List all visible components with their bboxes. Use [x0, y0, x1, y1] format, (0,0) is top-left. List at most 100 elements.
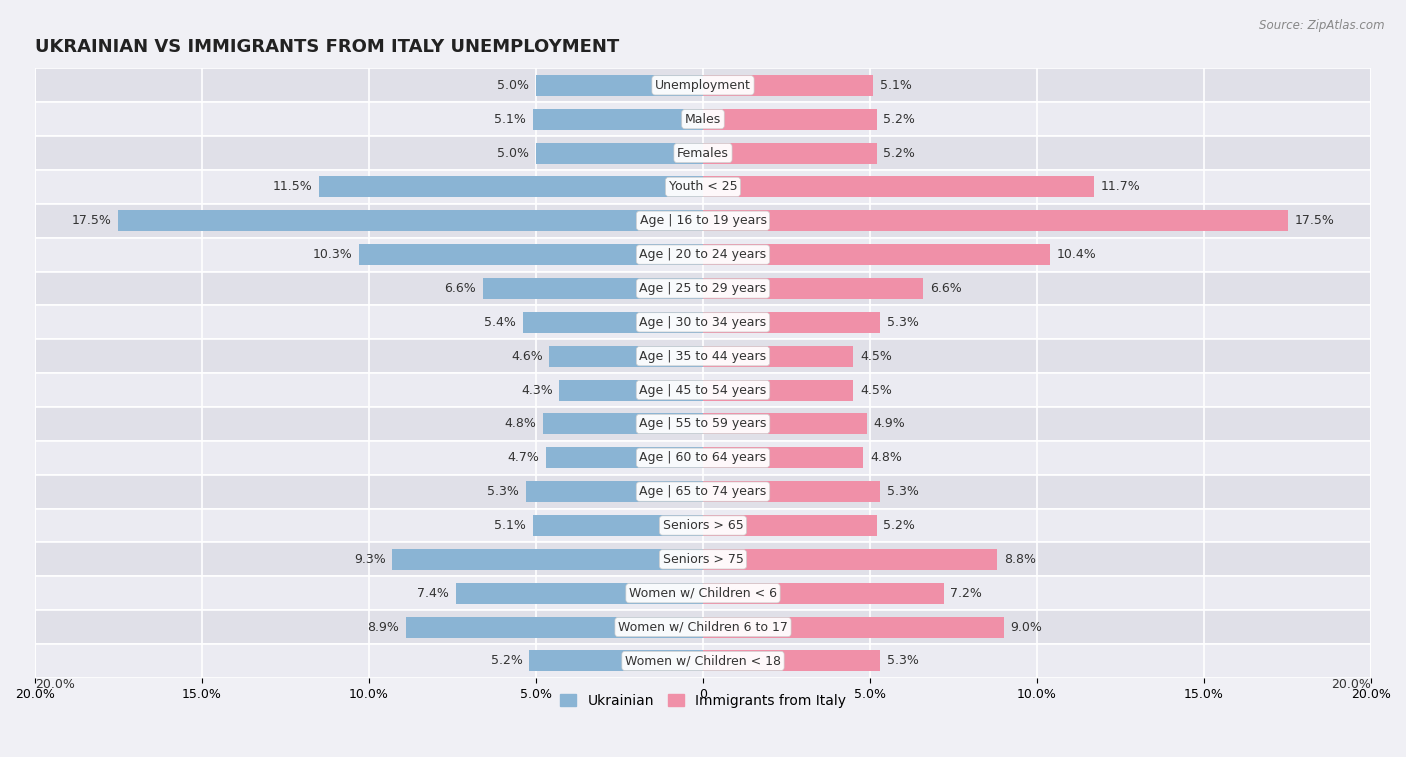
Text: 4.3%: 4.3% [522, 384, 553, 397]
Bar [703, 142, 877, 164]
Text: 5.1%: 5.1% [494, 113, 526, 126]
Bar [35, 441, 1371, 475]
Bar [35, 102, 1371, 136]
Text: Age | 60 to 64 years: Age | 60 to 64 years [640, 451, 766, 464]
Bar [529, 650, 703, 671]
Text: Age | 55 to 59 years: Age | 55 to 59 years [640, 417, 766, 431]
Bar [703, 244, 1050, 265]
Text: 5.2%: 5.2% [883, 519, 915, 532]
Bar [359, 244, 703, 265]
Bar [35, 305, 1371, 339]
Text: 8.9%: 8.9% [367, 621, 399, 634]
Text: 4.6%: 4.6% [510, 350, 543, 363]
Bar [703, 379, 853, 400]
Text: 4.8%: 4.8% [505, 417, 536, 431]
Text: 5.2%: 5.2% [491, 655, 523, 668]
Bar [703, 481, 880, 502]
Text: 5.2%: 5.2% [883, 147, 915, 160]
Bar [546, 447, 703, 469]
Text: 6.6%: 6.6% [444, 282, 475, 295]
Text: 17.5%: 17.5% [1295, 214, 1334, 227]
Text: Age | 35 to 44 years: Age | 35 to 44 years [640, 350, 766, 363]
Bar [35, 204, 1371, 238]
Bar [118, 210, 703, 231]
Bar [703, 312, 880, 333]
Bar [482, 278, 703, 299]
Text: Seniors > 75: Seniors > 75 [662, 553, 744, 565]
Bar [703, 109, 877, 129]
Bar [35, 475, 1371, 509]
Text: 8.8%: 8.8% [1004, 553, 1036, 565]
Bar [533, 109, 703, 129]
Bar [536, 142, 703, 164]
Text: 5.0%: 5.0% [498, 79, 529, 92]
Text: 7.2%: 7.2% [950, 587, 981, 600]
Text: 5.3%: 5.3% [887, 485, 918, 498]
Bar [703, 75, 873, 96]
Text: 5.2%: 5.2% [883, 113, 915, 126]
Bar [35, 644, 1371, 678]
Text: 20.0%: 20.0% [35, 678, 75, 691]
Text: 9.0%: 9.0% [1011, 621, 1042, 634]
Text: Age | 20 to 24 years: Age | 20 to 24 years [640, 248, 766, 261]
Text: 5.1%: 5.1% [880, 79, 912, 92]
Bar [35, 170, 1371, 204]
Bar [536, 75, 703, 96]
Text: Youth < 25: Youth < 25 [669, 180, 737, 193]
Text: 6.6%: 6.6% [931, 282, 962, 295]
Bar [35, 272, 1371, 305]
Text: 5.4%: 5.4% [484, 316, 516, 329]
Bar [703, 176, 1094, 198]
Text: Women w/ Children < 18: Women w/ Children < 18 [626, 655, 780, 668]
Bar [560, 379, 703, 400]
Bar [35, 238, 1371, 272]
Text: 5.3%: 5.3% [887, 655, 918, 668]
Bar [703, 583, 943, 604]
Bar [703, 447, 863, 469]
Bar [35, 543, 1371, 576]
Bar [35, 339, 1371, 373]
Bar [703, 346, 853, 366]
Text: 4.5%: 4.5% [860, 384, 891, 397]
Bar [35, 509, 1371, 543]
Text: Age | 65 to 74 years: Age | 65 to 74 years [640, 485, 766, 498]
Bar [35, 136, 1371, 170]
Text: Women w/ Children < 6: Women w/ Children < 6 [628, 587, 778, 600]
Text: Seniors > 65: Seniors > 65 [662, 519, 744, 532]
Bar [703, 549, 997, 570]
Text: Age | 45 to 54 years: Age | 45 to 54 years [640, 384, 766, 397]
Bar [35, 610, 1371, 644]
Bar [319, 176, 703, 198]
Bar [703, 650, 880, 671]
Bar [35, 407, 1371, 441]
Bar [703, 515, 877, 536]
Text: 11.5%: 11.5% [273, 180, 312, 193]
Text: 7.4%: 7.4% [418, 587, 449, 600]
Text: Males: Males [685, 113, 721, 126]
Bar [703, 413, 866, 435]
Text: Age | 30 to 34 years: Age | 30 to 34 years [640, 316, 766, 329]
Text: 17.5%: 17.5% [72, 214, 111, 227]
Text: 5.3%: 5.3% [887, 316, 918, 329]
Text: 5.3%: 5.3% [488, 485, 519, 498]
Text: 4.5%: 4.5% [860, 350, 891, 363]
Text: 20.0%: 20.0% [1331, 678, 1371, 691]
Text: Source: ZipAtlas.com: Source: ZipAtlas.com [1260, 19, 1385, 32]
Text: 5.1%: 5.1% [494, 519, 526, 532]
Bar [406, 616, 703, 637]
Bar [703, 616, 1004, 637]
Text: 4.8%: 4.8% [870, 451, 901, 464]
Bar [35, 576, 1371, 610]
Bar [703, 210, 1288, 231]
Text: Age | 25 to 29 years: Age | 25 to 29 years [640, 282, 766, 295]
Text: 9.3%: 9.3% [354, 553, 385, 565]
Text: 10.4%: 10.4% [1057, 248, 1097, 261]
Bar [523, 312, 703, 333]
Bar [550, 346, 703, 366]
Bar [35, 373, 1371, 407]
Text: 11.7%: 11.7% [1101, 180, 1140, 193]
Text: 5.0%: 5.0% [498, 147, 529, 160]
Bar [392, 549, 703, 570]
Text: Age | 16 to 19 years: Age | 16 to 19 years [640, 214, 766, 227]
Text: 10.3%: 10.3% [312, 248, 353, 261]
